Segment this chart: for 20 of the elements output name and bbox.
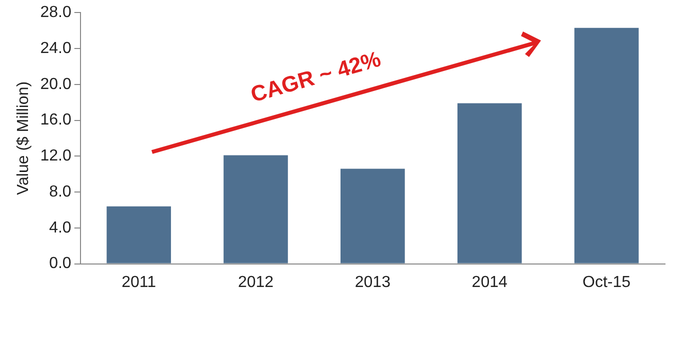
y-tick-label: 28.0 [40, 4, 72, 22]
y-tick-label: 0.0 [49, 255, 72, 272]
bar [340, 168, 405, 264]
y-tick-label: 12.0 [40, 148, 72, 165]
x-tick-label: Oct-15 [582, 274, 631, 291]
x-tick-label: 2012 [238, 274, 274, 291]
bar [574, 28, 639, 264]
bar [457, 103, 522, 264]
x-tick-label: 2011 [122, 274, 156, 291]
y-tick-label: 24.0 [40, 40, 72, 57]
x-tick-label: 2013 [354, 274, 391, 291]
bar [224, 155, 288, 264]
y-tick-label: 16.0 [40, 112, 72, 129]
x-tick-label: 2014 [472, 274, 508, 291]
annotation: CAGR ~ 42% [248, 46, 384, 108]
y-tick-label: 8.0 [49, 183, 72, 200]
y-axis-title: Value ($ Million) [15, 81, 32, 195]
bar [106, 206, 171, 264]
y-tick-label: 20.0 [40, 76, 72, 93]
y-tick-label: 4.0 [49, 219, 72, 236]
